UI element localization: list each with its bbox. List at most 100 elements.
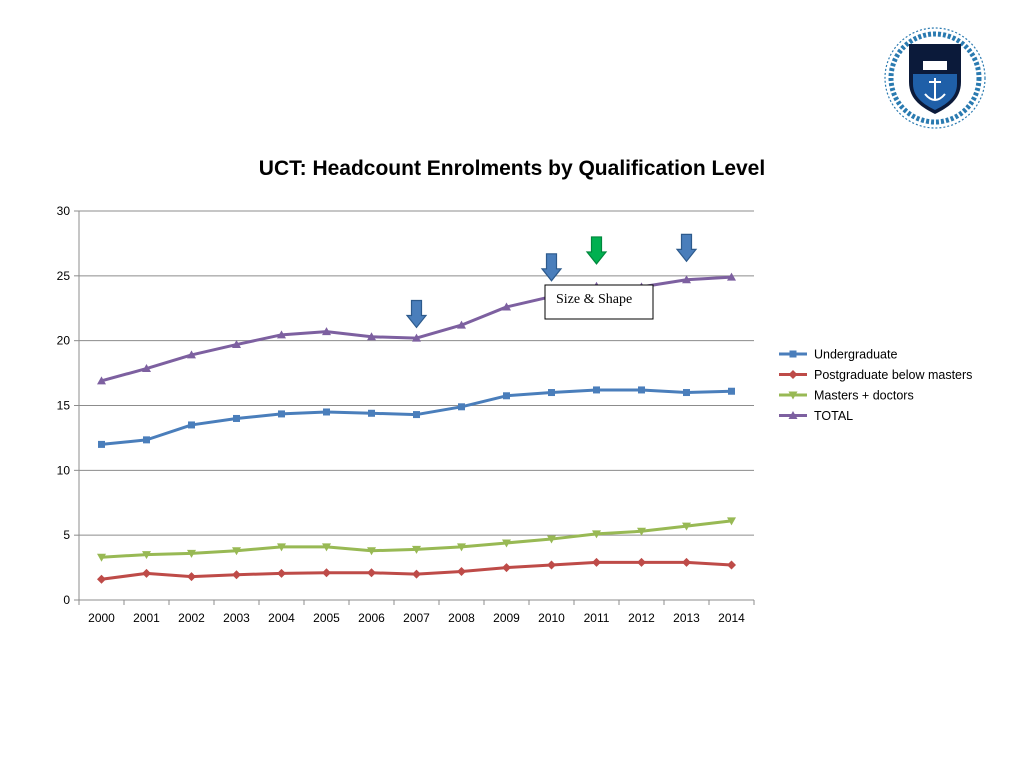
data-point: [232, 570, 241, 580]
data-point: [592, 557, 601, 567]
data-point: [367, 568, 376, 578]
legend-marker: [788, 391, 798, 400]
data-point: [412, 545, 421, 554]
data-point: [142, 364, 151, 373]
y-tick-label: 5: [63, 528, 70, 542]
data-point: [233, 414, 240, 422]
data-point: [187, 572, 196, 582]
data-point: [593, 386, 600, 394]
x-tick-label: 2008: [448, 611, 475, 625]
legend-marker: [789, 350, 797, 358]
data-point: [277, 543, 286, 552]
x-tick-label: 2006: [358, 611, 385, 625]
data-point: [322, 568, 331, 578]
data-point: [232, 340, 241, 349]
x-tick-label: 2011: [584, 611, 610, 625]
data-point: [502, 302, 511, 311]
data-point: [547, 560, 556, 570]
data-point: [458, 403, 465, 411]
legend-marker: [788, 370, 798, 379]
data-point: [457, 320, 466, 329]
legend-label: TOTAL: [814, 409, 853, 423]
data-point: [457, 566, 466, 576]
data-point: [232, 547, 241, 556]
x-tick-label: 2013: [673, 611, 700, 625]
data-point: [367, 547, 376, 556]
legend-marker: [788, 411, 798, 419]
data-point: [277, 568, 286, 578]
data-point: [97, 574, 106, 584]
y-tick-label: 30: [57, 204, 71, 218]
down-arrow-icon: [675, 233, 698, 263]
data-point: [592, 530, 601, 539]
down-arrow-icon: [540, 253, 563, 282]
x-tick-label: 2002: [178, 611, 205, 625]
y-tick-label: 20: [57, 334, 71, 348]
y-tick-label: 15: [57, 399, 71, 413]
data-point: [728, 387, 735, 395]
x-tick-label: 2012: [628, 611, 655, 625]
x-tick-label: 2004: [268, 611, 295, 625]
data-point: [682, 522, 691, 531]
y-tick-label: 10: [57, 463, 71, 477]
x-tick-label: 2007: [403, 611, 430, 625]
y-tick-label: 25: [57, 269, 71, 283]
university-logo: [883, 26, 987, 130]
data-point: [143, 436, 150, 444]
x-tick-label: 2000: [88, 611, 115, 625]
logo-book-icon: [923, 61, 947, 70]
data-point: [187, 350, 196, 359]
data-point: [277, 330, 286, 339]
data-point: [727, 560, 736, 570]
data-point: [412, 569, 421, 579]
data-point: [637, 527, 646, 536]
data-point: [548, 389, 555, 397]
legend-label: Masters + doctors: [814, 389, 914, 403]
data-point: [322, 327, 331, 336]
data-point: [97, 553, 106, 562]
data-point: [413, 411, 420, 419]
data-point: [142, 551, 151, 560]
data-point: [727, 517, 736, 526]
callout-box: [544, 284, 654, 320]
data-point: [323, 408, 330, 416]
data-point: [98, 440, 105, 448]
data-point: [683, 389, 690, 397]
data-point: [457, 543, 466, 552]
legend-label: Postgraduate below masters: [814, 368, 972, 382]
data-point: [503, 392, 510, 400]
x-tick-label: 2003: [223, 611, 250, 625]
data-point: [322, 543, 331, 552]
data-point: [502, 539, 511, 548]
chart-title: UCT: Headcount Enrolments by Qualificati…: [258, 157, 766, 180]
x-tick-label: 2001: [133, 611, 160, 625]
data-point: [637, 557, 646, 567]
data-point: [368, 409, 375, 417]
data-point: [188, 421, 195, 429]
x-tick-label: 2010: [538, 611, 565, 625]
data-point: [682, 557, 691, 567]
data-point: [502, 563, 511, 573]
data-point: [278, 410, 285, 418]
logo-ring-lettering: [888, 31, 982, 125]
data-point: [682, 275, 691, 284]
data-point: [142, 568, 151, 578]
data-point: [638, 386, 645, 394]
data-point: [412, 333, 421, 342]
data-point: [97, 376, 106, 385]
down-arrow-icon: [405, 299, 428, 329]
down-arrow-icon: [585, 236, 608, 265]
data-point: [187, 549, 196, 558]
data-point: [367, 332, 376, 341]
y-tick-label: 0: [63, 593, 70, 607]
anchor-icon: [924, 78, 946, 101]
data-point: [547, 535, 556, 544]
data-point: [727, 272, 736, 281]
callout-text: Size & Shape: [556, 292, 632, 307]
x-tick-label: 2005: [313, 611, 340, 625]
logo-ring-text-pattern: [884, 27, 986, 129]
legend-label: Undergraduate: [814, 348, 897, 362]
x-tick-label: 2009: [493, 611, 520, 625]
x-tick-label: 2014: [718, 611, 745, 625]
